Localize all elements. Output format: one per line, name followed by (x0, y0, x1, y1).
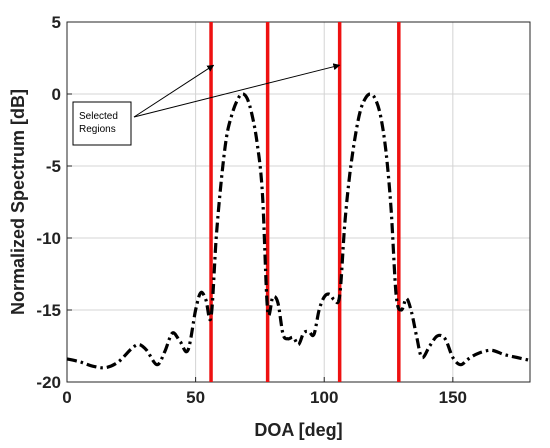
y-tick-label: -20 (36, 373, 61, 392)
y-tick-label: 5 (52, 13, 61, 32)
x-tick-label: 100 (310, 388, 338, 407)
x-axis-label: DOA [deg] (254, 420, 342, 440)
y-tick-label: -10 (36, 229, 61, 248)
spectrum-line (66, 92, 531, 370)
y-tick-label: -5 (46, 157, 61, 176)
y-axis-label: Normalized Spectrum [dB] (8, 89, 28, 315)
annotation-arrow (133, 63, 341, 118)
annotation-box (72, 101, 132, 146)
selected-region-boundaries (209, 22, 401, 382)
annotation-arrow (133, 64, 215, 118)
series (66, 92, 531, 370)
annotation-text: Selected (79, 111, 118, 122)
plot-frame (66, 21, 531, 383)
axes (66, 21, 531, 383)
y-tick-label: 0 (52, 85, 61, 104)
x-tick-label: 50 (186, 388, 205, 407)
x-tick-label: 150 (439, 388, 467, 407)
annotation: Selected Regions (72, 63, 341, 146)
x-tick-label: 0 (62, 388, 71, 407)
y-tick-label: -15 (36, 301, 61, 320)
annotation-text: Regions (79, 124, 116, 135)
grid (67, 22, 530, 382)
